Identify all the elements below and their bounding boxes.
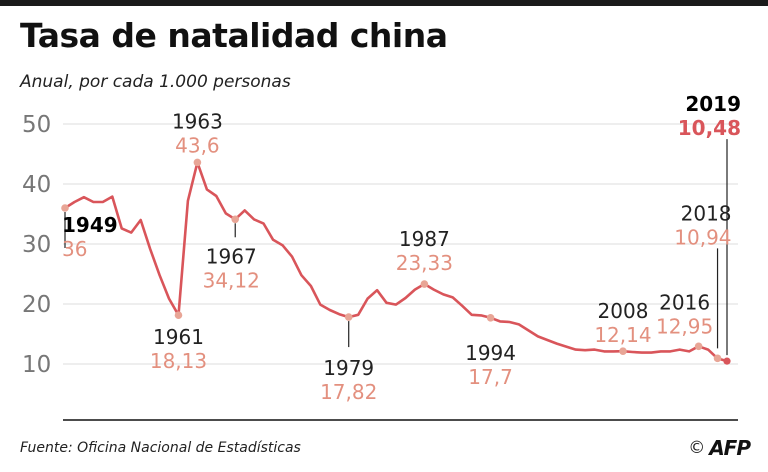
annotation-year: 1979 [323, 356, 374, 380]
annotation-marker [486, 314, 495, 322]
annotation-value: 17,7 [468, 365, 513, 389]
annotation-marker [61, 204, 69, 212]
annotation-year: 2016 [659, 290, 710, 314]
annotation-year: 1949 [62, 213, 118, 237]
annotation-value: 23,33 [396, 251, 453, 275]
annotation-markers [61, 158, 731, 365]
y-tick-label: 10 [22, 352, 51, 378]
annotation-marker [231, 215, 240, 224]
chart-subtitle: Anual, por cada 1.000 personas [20, 72, 291, 92]
annotation-year: 1963 [172, 109, 223, 133]
annotation-value: 12,95 [656, 314, 713, 338]
annotation-marker [193, 158, 202, 167]
annotation-marker [694, 342, 703, 351]
annotation-value: 43,6 [175, 133, 220, 157]
annotation-year: 2019 [685, 92, 741, 116]
annotation-marker [420, 280, 429, 288]
annotation-value: 12,14 [594, 323, 651, 347]
y-tick-label: 30 [22, 232, 51, 258]
annotation-year: 1967 [206, 244, 257, 268]
annotation-year: 1994 [465, 341, 516, 365]
annotation-year: 1987 [399, 227, 450, 251]
top-bar [0, 0, 768, 6]
afp-logo: AFP [709, 436, 751, 460]
y-tick-label: 50 [22, 112, 51, 138]
annotation-year: 2008 [598, 299, 649, 323]
annotation-year: 2018 [681, 201, 732, 225]
annotation-marker [174, 311, 183, 320]
agency-credit: © AFP [688, 436, 751, 460]
y-tick-label: 40 [22, 172, 51, 198]
grid-lines [63, 123, 738, 365]
annotation-leaders [64, 139, 728, 356]
chart-title: Tasa de natalidad china [20, 16, 448, 55]
copyright-icon: © [688, 438, 706, 458]
source-note: Fuente: Oficina Nacional de Estadísticas [20, 440, 301, 456]
annotation-value: 17,82 [320, 380, 377, 404]
birth-rate-line [63, 161, 729, 363]
annotation-marker [713, 354, 722, 363]
y-tick-label: 20 [22, 292, 51, 318]
annotation-year: 1961 [153, 325, 204, 349]
annotation-value: 18,13 [150, 349, 207, 373]
annotation-marker [723, 357, 731, 365]
y-axis-ticks: 10 20 30 40 50 [22, 112, 51, 378]
annotation-marker [619, 347, 627, 355]
annotation-value: 34,12 [203, 268, 260, 292]
annotation-value: 10,94 [674, 225, 731, 249]
annotation-value: 36 [62, 237, 87, 261]
annotation-value: 10,48 [678, 116, 741, 140]
annotation-marker [344, 313, 353, 321]
